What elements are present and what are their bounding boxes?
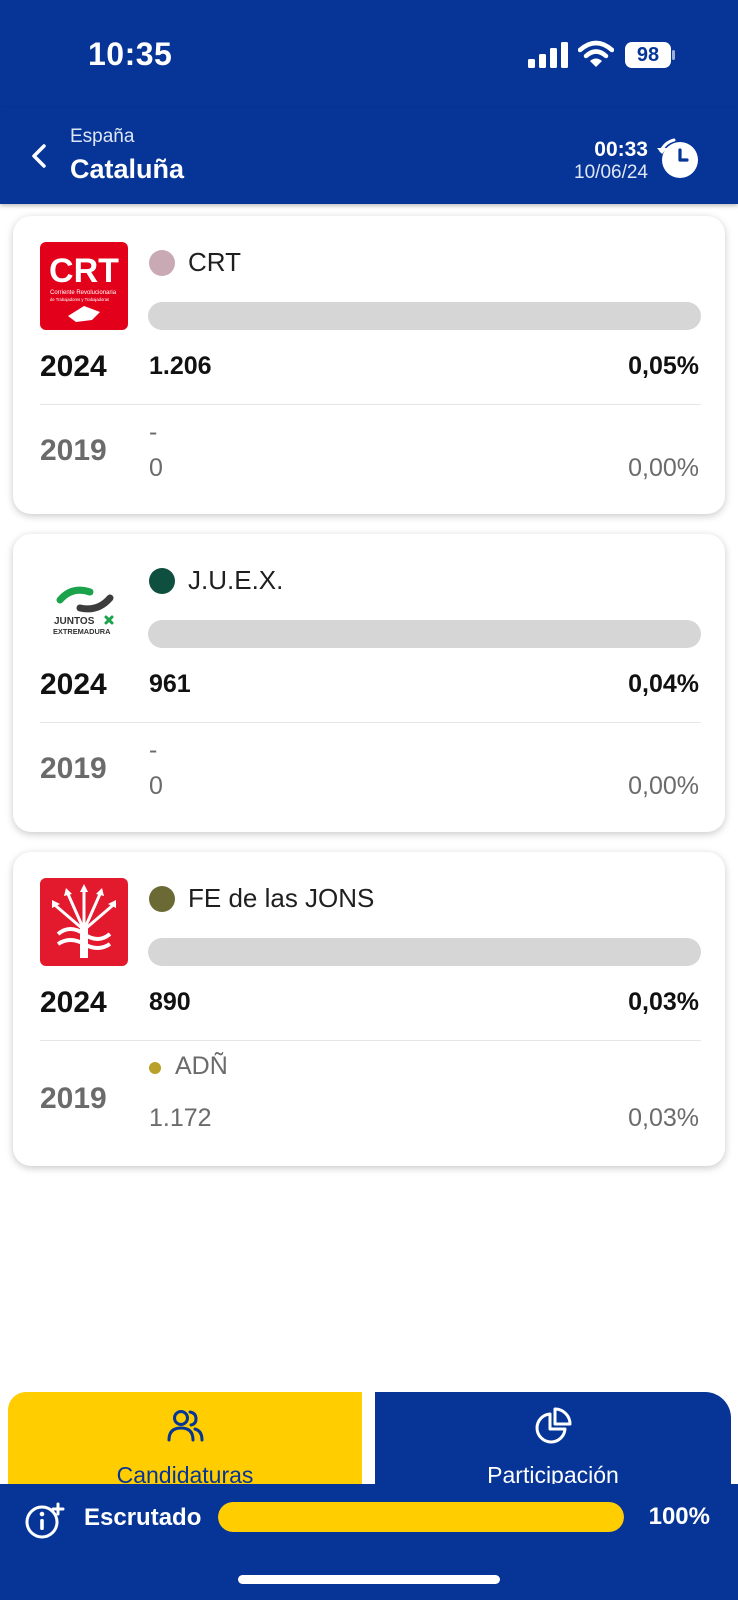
party-name: J.U.E.X. xyxy=(188,565,284,595)
home-indicator xyxy=(238,1575,500,1584)
year-current: 2024 xyxy=(40,986,107,1019)
pie-chart-icon xyxy=(535,1407,572,1444)
history-clock-icon[interactable] xyxy=(654,134,702,182)
fe-jons-logo xyxy=(40,878,128,966)
scrutiny-label: Escrutado xyxy=(84,1504,202,1531)
last-update-date: 10/06/24 xyxy=(574,162,648,183)
party-card[interactable]: FE de las JONS 2024 890 0,03% ADÑ 2019 1… xyxy=(13,852,725,1166)
party-color-dot xyxy=(149,568,175,594)
crt-logo-line1: Corriente Revolucionaria xyxy=(50,290,117,296)
divider xyxy=(40,1040,701,1041)
tab-participacion-label: Participación xyxy=(487,1462,619,1488)
crt-logo-line2: de Trabajadores y Trabajadoras xyxy=(50,297,109,302)
vote-share-bar xyxy=(148,938,701,966)
crt-logo-title: CRT xyxy=(49,252,119,290)
battery-level: 98 xyxy=(636,44,660,66)
previous-party-name: - xyxy=(149,418,158,446)
year-previous: 2019 xyxy=(40,1082,107,1115)
divider xyxy=(40,404,701,405)
vote-share-bar xyxy=(148,302,701,330)
info-plus-icon[interactable] xyxy=(24,1500,66,1540)
year-current: 2024 xyxy=(40,350,107,383)
users-icon xyxy=(167,1410,204,1442)
scrutiny-percent: 100% xyxy=(648,1503,710,1530)
juntos-logo-line2: EXTREMADURA xyxy=(53,627,111,636)
breadcrumb-country[interactable]: España xyxy=(70,126,135,147)
party-name: CRT xyxy=(188,247,241,277)
previous-party-color-dot xyxy=(149,1062,161,1074)
votes-previous: 0 xyxy=(149,772,163,800)
page-title: Cataluña xyxy=(70,154,185,184)
party-card[interactable]: JUNTOS EXTREMADURA J.U.E.X. 2024 961 0,0… xyxy=(13,534,725,832)
vote-share-bar xyxy=(148,620,701,648)
year-current: 2024 xyxy=(40,668,107,701)
battery-icon xyxy=(625,42,675,68)
tab-candidaturas-label: Candidaturas xyxy=(116,1462,254,1488)
signal-icon xyxy=(528,42,568,68)
votes-current: 1.206 xyxy=(149,352,212,380)
party-color-dot xyxy=(149,886,175,912)
votes-previous: 0 xyxy=(149,454,163,482)
scrutiny-progress xyxy=(218,1502,624,1532)
votes-current: 890 xyxy=(149,988,191,1016)
year-previous: 2019 xyxy=(40,434,107,467)
top-app-bar: España Cataluña 00:33 10/06/24 xyxy=(0,108,738,204)
percent-current: 0,04% xyxy=(628,670,699,698)
percent-current: 0,03% xyxy=(628,988,699,1016)
juntos-extremadura-logo: JUNTOS EXTREMADURA xyxy=(40,560,128,648)
scrutiny-bar: Escrutado 100% xyxy=(0,1484,738,1600)
year-previous: 2019 xyxy=(40,752,107,785)
tab-candidaturas[interactable]: Candidaturas xyxy=(8,1392,362,1502)
crt-logo: CRT Corriente Revolucionaria de Trabajad… xyxy=(40,242,128,330)
wifi-icon xyxy=(578,40,614,67)
chevron-left-icon[interactable] xyxy=(26,140,52,172)
juntos-logo-line1: JUNTOS xyxy=(54,616,95,627)
divider xyxy=(40,722,701,723)
percent-current: 0,05% xyxy=(628,352,699,380)
previous-party-name: - xyxy=(149,736,158,764)
scrutiny-progress-fill xyxy=(218,1502,624,1532)
tab-participacion[interactable]: Participación xyxy=(375,1392,731,1502)
percent-previous: 0,00% xyxy=(628,772,699,800)
last-update-time: 00:33 xyxy=(594,138,648,161)
party-card[interactable]: CRT Corriente Revolucionaria de Trabajad… xyxy=(13,216,725,514)
percent-previous: 0,03% xyxy=(628,1104,699,1132)
party-name: FE de las JONS xyxy=(188,883,375,913)
status-time: 10:35 xyxy=(88,36,173,72)
status-bar: 10:35 98 xyxy=(0,0,738,108)
votes-current: 961 xyxy=(149,670,191,698)
votes-previous: 1.172 xyxy=(149,1104,212,1132)
previous-party-name: ADÑ xyxy=(175,1052,228,1080)
percent-previous: 0,00% xyxy=(628,454,699,482)
party-color-dot xyxy=(149,250,175,276)
